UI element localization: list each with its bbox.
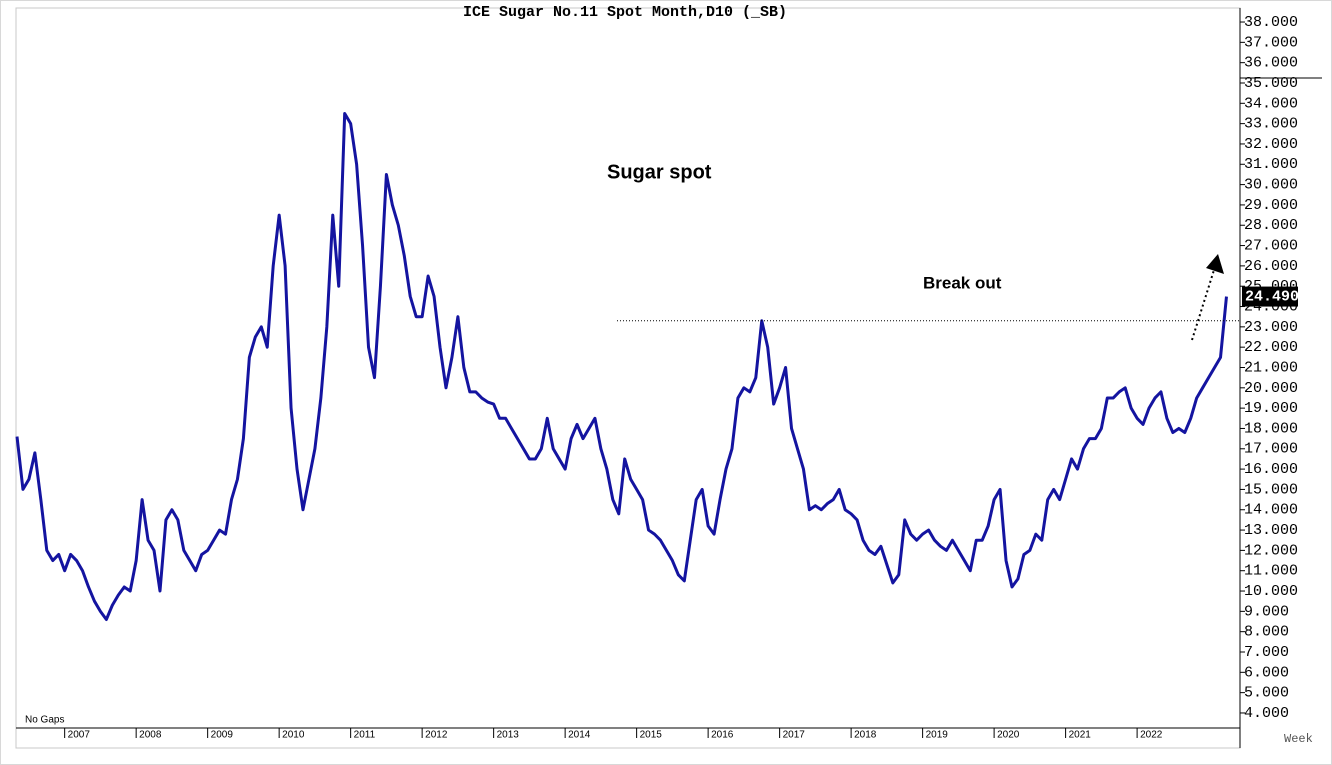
price-line	[15, 111, 1228, 621]
y-tick-label: 22.000	[1244, 339, 1298, 356]
x-tick-label: 2021	[1069, 730, 1092, 741]
y-tick-label: 19.000	[1244, 400, 1298, 417]
y-tick-label: 35.000	[1244, 75, 1298, 92]
y-tick-label: 8.000	[1244, 624, 1289, 641]
last-value-box	[1242, 286, 1298, 307]
x-tick-label: 2018	[854, 730, 877, 741]
y-tick-label: 7.000	[1244, 644, 1289, 661]
annotation: Sugar spot	[607, 161, 712, 183]
arrow-shaft	[1191, 269, 1215, 341]
y-tick-label: 37.000	[1244, 34, 1298, 51]
x-tick-label: 2007	[68, 730, 91, 741]
y-tick-label: 33.000	[1244, 116, 1298, 133]
y-tick-label: 20.000	[1244, 380, 1298, 397]
x-tick-label: 2020	[997, 730, 1020, 741]
last-value-label: 24.490	[1245, 289, 1299, 306]
y-tick-label: 18.000	[1244, 420, 1298, 437]
y-tick-label: 14.000	[1244, 502, 1298, 519]
y-tick-label: 5.000	[1244, 685, 1289, 702]
x-tick-label: 2017	[783, 730, 806, 741]
chart-title: ICE Sugar No.11 Spot Month,D10 (_SB)	[463, 4, 787, 21]
x-tick-label: 2010	[282, 730, 305, 741]
y-tick-label: 6.000	[1244, 664, 1289, 681]
annotation: Break out	[923, 273, 1002, 292]
y-tick-label: 31.000	[1244, 156, 1298, 173]
x-tick-label: 2022	[1140, 730, 1163, 741]
x-tick-label: 2008	[139, 730, 162, 741]
x-tick-label: 2009	[211, 730, 234, 741]
y-tick-label: 16.000	[1244, 461, 1298, 478]
period-label: Week	[1284, 732, 1313, 746]
y-tick-label: 10.000	[1244, 583, 1298, 600]
y-tick-label: 32.000	[1244, 136, 1298, 153]
x-tick-label: 2014	[568, 730, 591, 741]
y-tick-label: 36.000	[1244, 55, 1298, 72]
arrow-head	[1206, 254, 1224, 274]
y-tick-label: 17.000	[1244, 441, 1298, 458]
x-tick-label: 2015	[640, 730, 663, 741]
y-tick-label: 30.000	[1244, 177, 1298, 194]
y-tick-label: 26.000	[1244, 258, 1298, 275]
x-tick-label: 2012	[425, 730, 448, 741]
y-tick-label: 12.000	[1244, 542, 1298, 559]
y-tick-label: 34.000	[1244, 95, 1298, 112]
x-tick-label: 2011	[354, 730, 376, 741]
annotation: No Gaps	[25, 715, 64, 726]
x-tick-label: 2013	[497, 730, 520, 741]
y-tick-label: 21.000	[1244, 359, 1298, 376]
y-tick-label: 23.000	[1244, 319, 1298, 336]
y-tick-label: 15.000	[1244, 481, 1298, 498]
x-tick-label: 2019	[926, 730, 949, 741]
y-tick-label: 13.000	[1244, 522, 1298, 539]
y-tick-label: 9.000	[1244, 603, 1289, 620]
y-tick-label: 4.000	[1244, 705, 1289, 722]
x-tick-label: 2016	[711, 730, 734, 741]
y-tick-label: 38.000	[1244, 14, 1298, 31]
y-tick-label: 11.000	[1244, 563, 1298, 580]
y-tick-label: 29.000	[1244, 197, 1298, 214]
y-tick-label: 28.000	[1244, 217, 1298, 234]
y-tick-label: 27.000	[1244, 238, 1298, 255]
